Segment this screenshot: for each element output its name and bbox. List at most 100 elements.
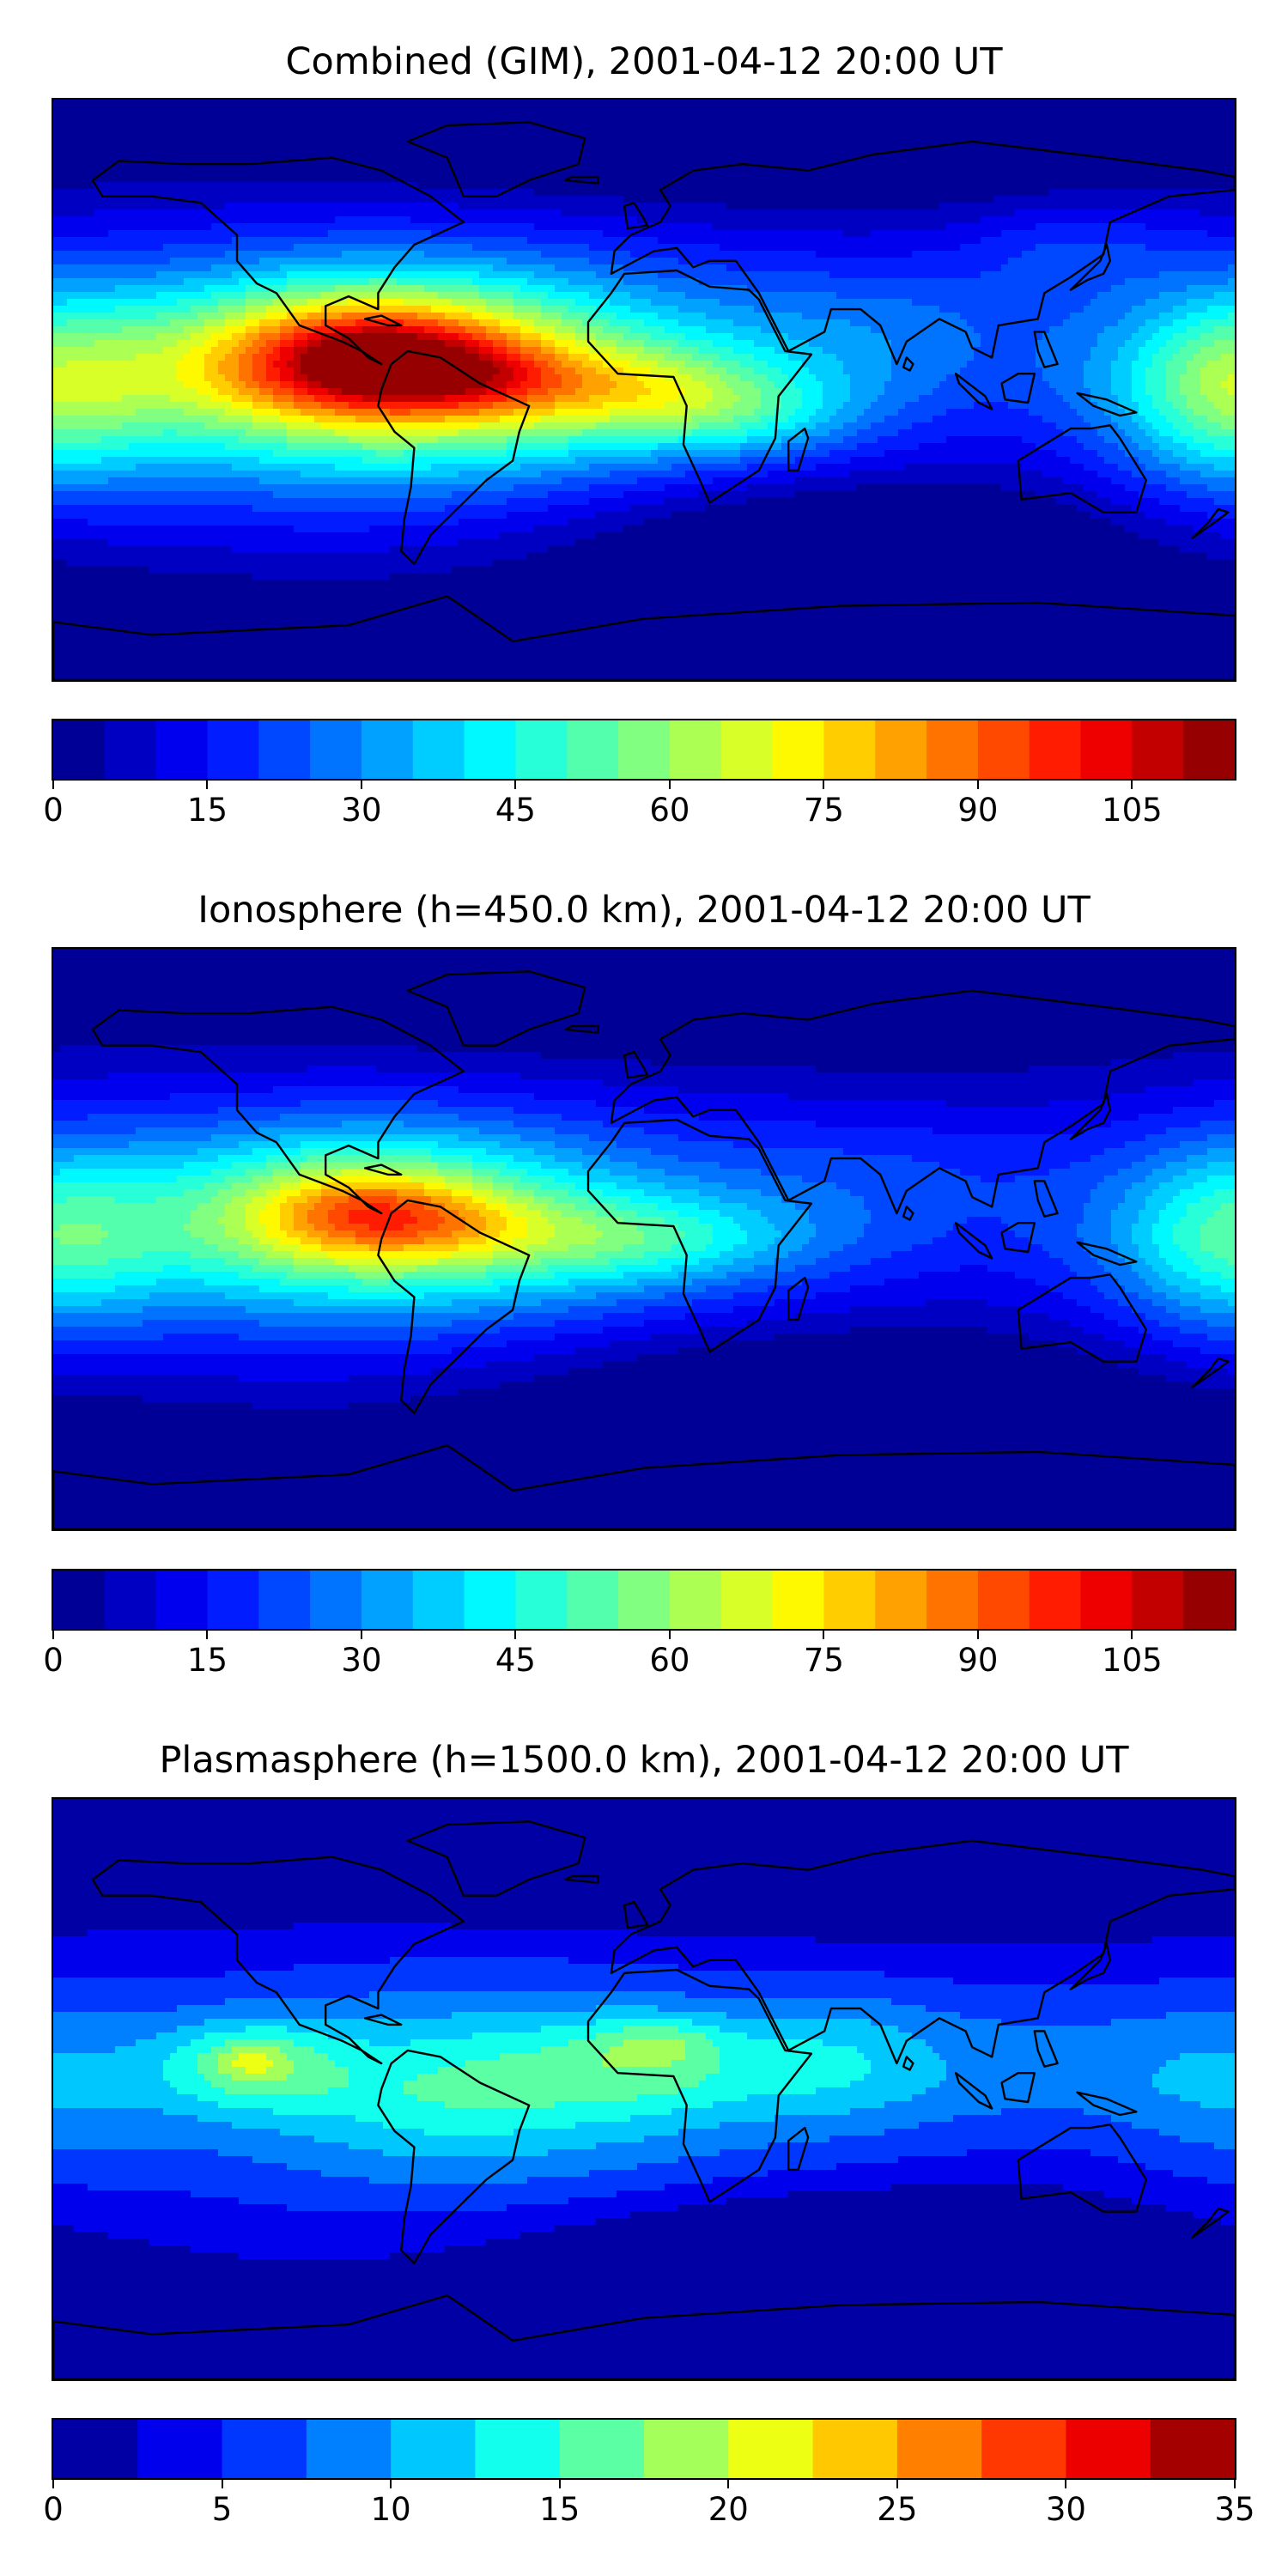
colorbar-tick-label: 105	[1102, 1642, 1163, 1679]
coastline-south-america	[377, 349, 531, 565]
coastline-uk	[623, 202, 648, 230]
colorbar-segment	[155, 1571, 209, 1629]
colorbar-tick	[976, 781, 979, 789]
colorbar-segment	[644, 2420, 730, 2478]
colorbar-tick-label: 10	[370, 2491, 411, 2528]
colorbar-segment	[361, 720, 414, 779]
colorbar-tick-label: 30	[341, 1642, 382, 1679]
colorbar-segment	[977, 720, 1030, 779]
colorbar-segment	[875, 1571, 927, 1629]
coastline-sumatra	[954, 2072, 993, 2110]
colorbar-segment	[618, 1571, 671, 1629]
colorbar-segment	[1066, 2420, 1151, 2478]
coastline-new-zealand	[1191, 2207, 1230, 2239]
colorbar-plasmasphere	[52, 2418, 1236, 2480]
coastline-uk	[623, 1051, 648, 1079]
colorbar-tick-label: 30	[341, 792, 382, 829]
colorbar-svg	[53, 720, 1235, 779]
colorbar-tick	[360, 781, 362, 789]
colorbar-tick-label: 45	[495, 792, 536, 829]
contour-field	[53, 1799, 1235, 2379]
colorbar-segment	[53, 2420, 139, 2478]
colorbar-segment	[137, 2420, 223, 2478]
colorbar-tick-label: 105	[1102, 792, 1163, 829]
colorbar-tick-label: 0	[43, 2491, 64, 2528]
colorbar-segment	[1029, 720, 1082, 779]
colorbar-segment	[812, 2420, 898, 2478]
coastline-greenland	[406, 121, 586, 197]
coastline-cuba	[363, 2014, 403, 2026]
colorbar-tick	[823, 1631, 825, 1639]
colorbar-tick-label: 15	[186, 1642, 228, 1679]
colorbar-tick	[1131, 1631, 1133, 1639]
coastline-new-guinea	[1076, 2091, 1138, 2117]
colorbar-tick	[52, 2480, 54, 2488]
colorbar-segment	[258, 1571, 311, 1629]
coastline-antarctica	[53, 2294, 1235, 2379]
colorbar-segment	[559, 2420, 645, 2478]
coastline-philippines	[1033, 2030, 1059, 2068]
colorbar-tick-label: 30	[1045, 2491, 1086, 2528]
colorbar-tick-label: 5	[211, 2491, 233, 2528]
colorbar-tick-label: 15	[539, 2491, 580, 2528]
colorbar-segment	[1029, 1571, 1082, 1629]
colorbar-segment	[475, 2420, 561, 2478]
coastline-borneo	[1000, 1222, 1036, 1254]
colorbar-segment	[222, 2420, 307, 2478]
coastline-australia	[1017, 2123, 1147, 2213]
coastline-new-guinea	[1076, 392, 1138, 417]
colorbar-tick-label: 25	[877, 2491, 918, 2528]
colorbar-segment	[1080, 720, 1133, 779]
colorbar-tick	[360, 1631, 362, 1639]
map-ionosphere	[52, 947, 1236, 1531]
colorbar-segment	[728, 2420, 814, 2478]
colorbar-segment	[720, 720, 774, 779]
colorbar-tick	[1065, 2480, 1067, 2488]
colorbar-segment	[772, 720, 825, 779]
colorbar-segment	[1132, 1571, 1184, 1629]
coastline-sumatra	[954, 373, 993, 410]
coastline-africa	[586, 1118, 813, 1353]
colorbar-tick	[896, 2480, 898, 2488]
contour-field	[53, 949, 1235, 1529]
coastline-greenland	[406, 1820, 586, 1897]
coastline-north-america	[91, 1856, 465, 2065]
coastline-madagascar	[787, 1276, 810, 1321]
colorbar-tick	[1131, 781, 1133, 789]
coastline-europe-asia	[610, 140, 1235, 366]
coastline-south-america	[377, 2049, 531, 2264]
colorbar-tick	[727, 2480, 730, 2488]
colorbar-tick-label: 75	[803, 792, 844, 829]
colorbar-segment	[823, 720, 877, 779]
coastline-uk	[623, 1901, 648, 1929]
colorbar-segment	[515, 1571, 568, 1629]
colorbar-tick	[668, 781, 671, 789]
map-svg	[53, 949, 1235, 1529]
colorbar-tick	[221, 2480, 223, 2488]
colorbar-segment	[1150, 2420, 1235, 2478]
colorbar-segment	[896, 2420, 982, 2478]
colorbar-segment	[155, 720, 209, 779]
colorbar-tick-label: 60	[649, 1642, 690, 1679]
colorbar-segment	[669, 1571, 722, 1629]
map-svg	[53, 1799, 1235, 2379]
coastline-iceland	[564, 1874, 599, 1884]
colorbar-segment	[258, 720, 311, 779]
panel-title: Combined (GIM), 2001-04-12 20:00 UT	[285, 40, 1003, 83]
colorbar-svg	[53, 1571, 1235, 1629]
coastline-madagascar	[787, 2126, 810, 2172]
coastline-antarctica	[53, 595, 1235, 680]
coastline-philippines	[1033, 331, 1059, 368]
coastline-north-america	[91, 156, 465, 366]
colorbar-segment	[1080, 1571, 1133, 1629]
colorbar-tick	[206, 781, 209, 789]
colorbar-tick-label: 60	[649, 792, 690, 829]
coastline-new-guinea	[1076, 1241, 1138, 1267]
coastline-borneo	[1000, 2072, 1036, 2104]
panel-title: Ionosphere (h=450.0 km), 2001-04-12 20:0…	[197, 889, 1091, 932]
colorbar-segment	[772, 1571, 825, 1629]
colorbar-segment	[464, 720, 517, 779]
colorbar-segment	[310, 720, 362, 779]
colorbar-segment	[464, 1571, 517, 1629]
coastline-indian-subcontinent-sri-lanka	[902, 356, 914, 372]
